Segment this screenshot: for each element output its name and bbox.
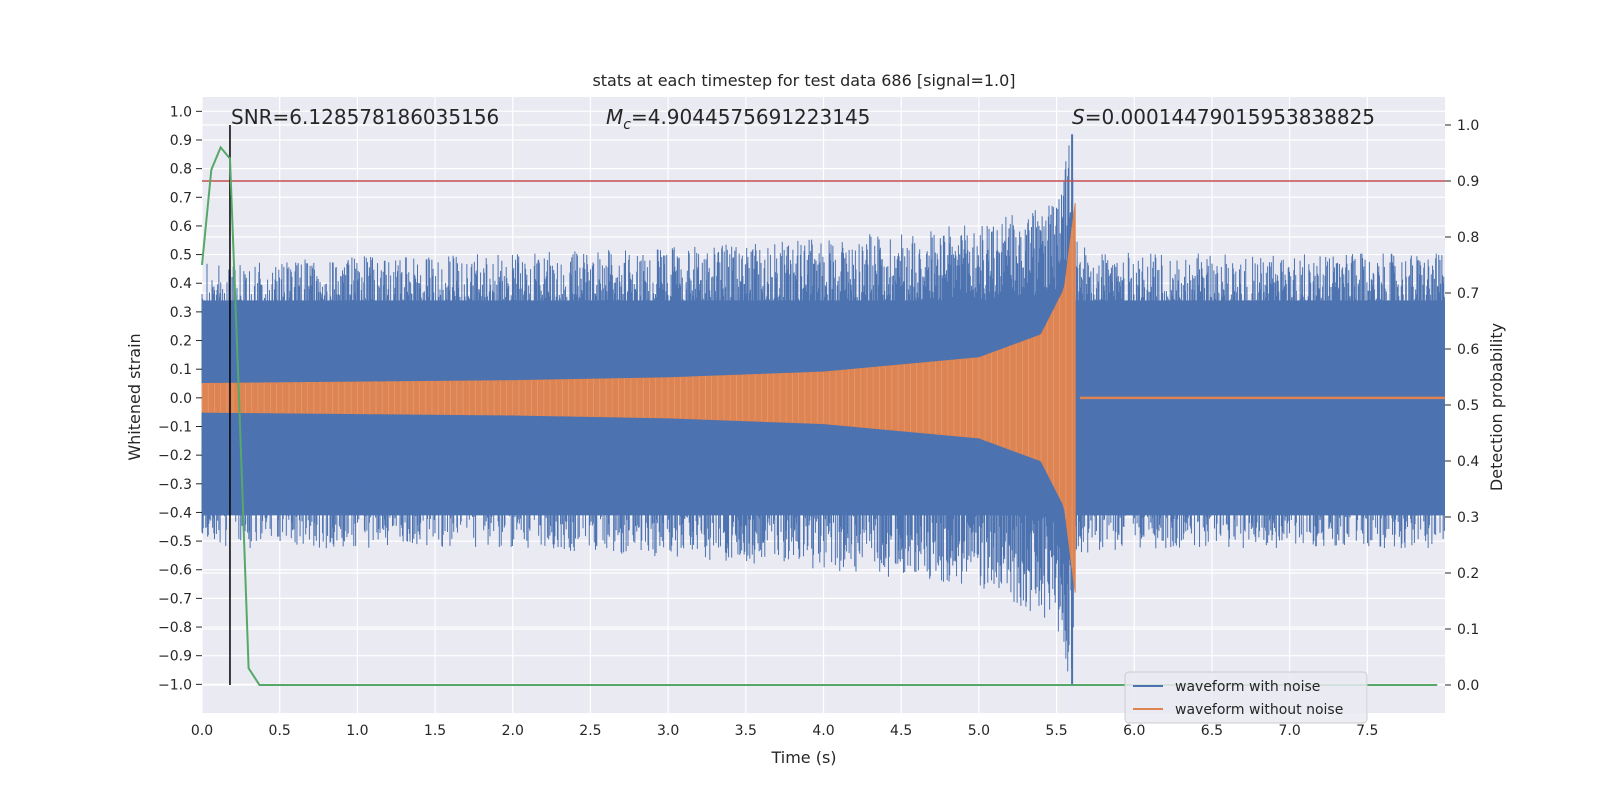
y-left-tick-label: −1.0 [158, 677, 192, 693]
y-left-axis-ticks: 1.0 0.9 0.8 0.7 0.6 0.5 0.4 0.3 0.2 0.1 0.0 −0.1 −0.… [158, 104, 202, 693]
legend-label-clean: waveform without noise [1175, 702, 1343, 718]
x-tick-label: 0.0 [191, 723, 213, 739]
y-right-tick-label: 0.7 [1457, 286, 1479, 302]
y-right-tick-label: 0.8 [1457, 230, 1479, 246]
y-left-tick-label: −0.3 [158, 477, 192, 493]
y-left-tick-label: 0.2 [170, 334, 192, 350]
series-detection-probability [201, 145, 1438, 686]
x-tick-label: 3.0 [657, 723, 679, 739]
legend-box [1124, 671, 1368, 724]
x-tick-label: 4.0 [812, 723, 834, 739]
x-tick-label: 2.5 [579, 723, 601, 739]
x-tick-label: 4.5 [890, 723, 912, 739]
x-tick-label: 3.5 [735, 723, 757, 739]
legend: waveform with noise waveform without noi… [1124, 671, 1368, 724]
series-waveform-without-noise [201, 202, 1445, 593]
y-left-tick-label: 0.4 [170, 276, 192, 292]
y-right-tick-label: 0.1 [1457, 622, 1479, 638]
y-left-tick-label: 1.0 [170, 104, 192, 120]
x-tick-label: 2.0 [502, 723, 524, 739]
y-left-tick-label: 0.7 [170, 190, 192, 206]
y-left-tick-label: −0.6 [158, 563, 192, 579]
y-left-tick-label: 0.3 [170, 305, 192, 321]
legend-label-noisy: waveform with noise [1175, 679, 1320, 695]
y-right-tick-label: 0.5 [1457, 398, 1479, 414]
x-tick-label: 1.5 [424, 723, 446, 739]
y-left-tick-label: −0.4 [158, 505, 192, 521]
y-right-tick-label: 0.6 [1457, 342, 1479, 358]
x-tick-label: 6.0 [1123, 723, 1145, 739]
y-left-tick-label: 0.6 [170, 219, 192, 235]
y-right-tick-label: 1.0 [1457, 118, 1479, 134]
y-right-tick-label: 0.4 [1457, 454, 1479, 470]
probability-line [201, 145, 1438, 686]
annotation-snr: SNR=6.128578186035156 [231, 105, 499, 129]
y-right-axis-label: Detection probability [1487, 323, 1506, 491]
annotation-mc: Mc=4.9044575691223145 [606, 105, 870, 133]
x-tick-label: 7.5 [1356, 723, 1378, 739]
y-left-tick-label: −0.5 [158, 534, 192, 550]
x-tick-label: 1.0 [346, 723, 368, 739]
y-left-tick-label: 0.0 [170, 391, 192, 407]
y-right-tick-label: 0.2 [1457, 566, 1479, 582]
annotation-s: S=0.00014479015953838825 [1072, 105, 1375, 129]
y-left-axis-label: Whitened strain [125, 333, 144, 460]
y-left-tick-label: 0.5 [170, 248, 192, 264]
x-tick-label: 7.0 [1278, 723, 1300, 739]
y-left-tick-label: −0.1 [158, 419, 192, 435]
chart-title: stats at each timestep for test data 686… [592, 71, 1015, 90]
overlay-lines [202, 125, 1445, 685]
x-axis-label: Time (s) [770, 748, 836, 767]
y-right-tick-label: 0.9 [1457, 174, 1479, 190]
y-left-tick-label: −0.7 [158, 591, 192, 607]
y-left-tick-label: −0.8 [158, 620, 192, 636]
y-right-tick-label: 0.0 [1457, 678, 1479, 694]
y-left-tick-label: 0.1 [170, 362, 192, 378]
x-tick-label: 0.5 [269, 723, 291, 739]
y-left-tick-label: −0.9 [158, 649, 192, 665]
x-axis-ticks: 0.0 0.5 1.0 1.5 2.0 2.5 3.0 3.5 4.0 4.5 5.0 5.5 6.0 6… [191, 723, 1379, 739]
y-right-axis-ticks: 1.0 0.9 0.8 0.7 0.6 0.5 0.4 0.3 0.2 0.1 0.0 [1445, 118, 1479, 694]
x-tick-label: 5.5 [1045, 723, 1067, 739]
y-left-tick-label: 0.8 [170, 162, 192, 178]
clean-envelope [201, 202, 1076, 593]
x-tick-label: 5.0 [968, 723, 990, 739]
y-right-tick-label: 0.3 [1457, 510, 1479, 526]
y-left-tick-label: 0.9 [170, 133, 192, 149]
y-left-tick-label: −0.2 [158, 448, 192, 464]
x-tick-label: 6.5 [1201, 723, 1223, 739]
